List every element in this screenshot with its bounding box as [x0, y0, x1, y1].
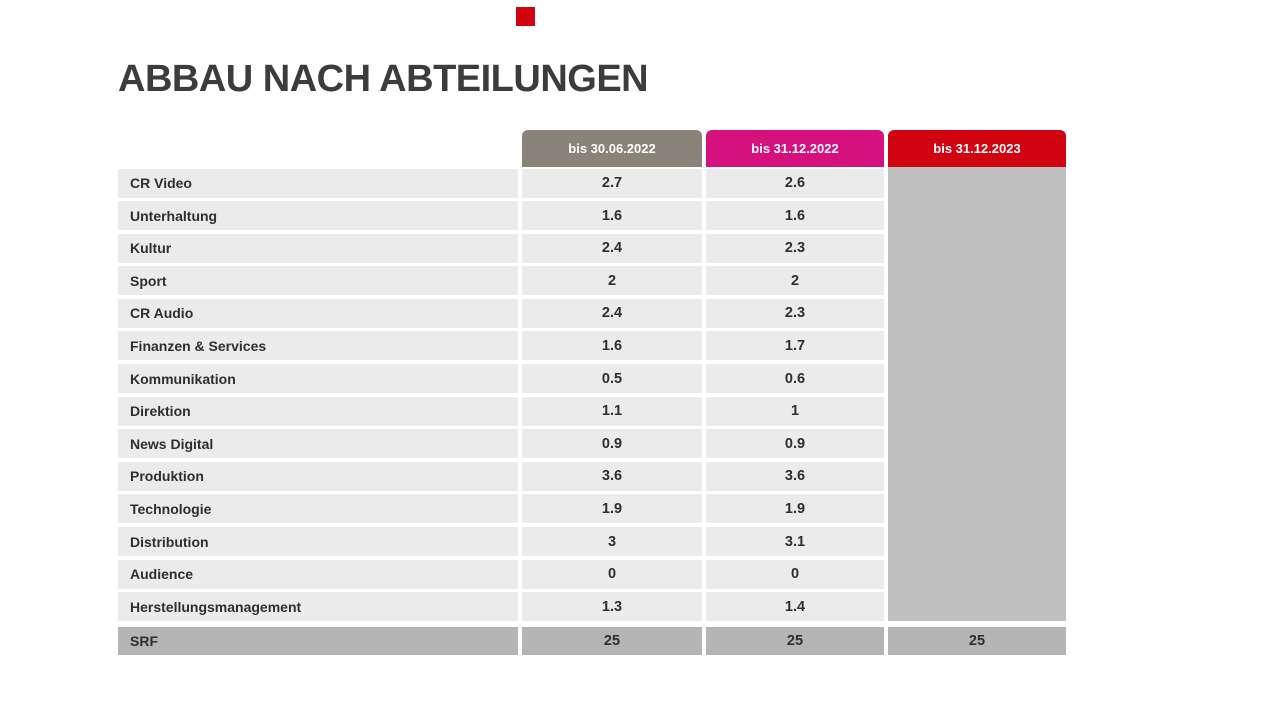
department-row: Produktion 3.6 3.6 — [118, 461, 1066, 491]
department-label: Kommunikation — [118, 364, 518, 394]
department-row: Distribution 3 3.1 — [118, 527, 1066, 557]
total-row-label: SRF — [118, 626, 518, 655]
value-2022: 1 — [706, 396, 884, 426]
department-row: Finanzen & Services 1.6 1.7 — [118, 331, 1066, 361]
department-rows: CR Video 2.7 2.6 Unterhaltung 1.6 1.6 Kultur 2.… — [118, 168, 1066, 622]
total-value-2022h1: 25 — [522, 626, 702, 655]
department-label: Kultur — [118, 233, 518, 263]
value-2022h1: 2.4 — [522, 298, 702, 328]
value-2022: 1.6 — [706, 201, 884, 231]
department-row: Herstellungsmanagement 1.3 1.4 — [118, 592, 1066, 622]
total-value-2022: 25 — [706, 626, 884, 655]
value-2022: 2.6 — [706, 168, 884, 198]
department-label: News Digital — [118, 429, 518, 459]
brand-red-square — [516, 7, 535, 26]
value-2022: 1.4 — [706, 592, 884, 622]
header-spacer — [118, 130, 518, 167]
value-2022: 0.6 — [706, 364, 884, 394]
department-label: CR Video — [118, 168, 518, 198]
value-2022h1: 1.6 — [522, 201, 702, 231]
department-row: Kommunikation 0.5 0.6 — [118, 364, 1066, 394]
value-2022: 1.9 — [706, 494, 884, 524]
value-2022h1: 2 — [522, 266, 702, 296]
value-2022: 3.6 — [706, 461, 884, 491]
department-label: Sport — [118, 266, 518, 296]
department-row: Audience 0 0 — [118, 559, 1066, 589]
table-header-row: bis 30.06.2022 bis 31.12.2022 bis 31.12.… — [118, 130, 1066, 167]
departments-table: bis 30.06.2022 bis 31.12.2022 bis 31.12.… — [118, 130, 1066, 655]
value-2022h1: 1.1 — [522, 396, 702, 426]
column-header-bis-30-06-2022: bis 30.06.2022 — [522, 130, 702, 167]
column-header-bis-31-12-2022: bis 31.12.2022 — [706, 130, 884, 167]
department-row: Unterhaltung 1.6 1.6 — [118, 201, 1066, 231]
value-2022h1: 0.5 — [522, 364, 702, 394]
value-2022: 2 — [706, 266, 884, 296]
value-2022h1: 2.4 — [522, 233, 702, 263]
department-label: Herstellungsmanagement — [118, 592, 518, 622]
value-2022h1: 0.9 — [522, 429, 702, 459]
column-header-bis-31-12-2023: bis 31.12.2023 — [888, 130, 1066, 167]
value-2022h1: 3 — [522, 527, 702, 557]
value-2022h1: 0 — [522, 559, 702, 589]
value-2022h1: 1.6 — [522, 331, 702, 361]
value-2022: 3.1 — [706, 527, 884, 557]
department-row: News Digital 0.9 0.9 — [118, 429, 1066, 459]
empty-2023-column-block — [888, 167, 1066, 621]
value-2022: 1.7 — [706, 331, 884, 361]
page-title: ABBAU NACH ABTEILUNGEN — [118, 58, 649, 100]
value-2022: 0 — [706, 559, 884, 589]
department-label: Distribution — [118, 527, 518, 557]
total-value-2023: 25 — [888, 626, 1066, 655]
department-row: Direktion 1.1 1 — [118, 396, 1066, 426]
department-label: Technologie — [118, 494, 518, 524]
department-row: Technologie 1.9 1.9 — [118, 494, 1066, 524]
value-2022: 2.3 — [706, 233, 884, 263]
department-row: Sport 2 2 — [118, 266, 1066, 296]
value-2022h1: 2.7 — [522, 168, 702, 198]
department-row: CR Video 2.7 2.6 — [118, 168, 1066, 198]
value-2022h1: 1.3 — [522, 592, 702, 622]
value-2022h1: 1.9 — [522, 494, 702, 524]
table-body: CR Video 2.7 2.6 Unterhaltung 1.6 1.6 Kultur 2.… — [118, 167, 1066, 655]
department-label: CR Audio — [118, 298, 518, 328]
value-2022: 0.9 — [706, 429, 884, 459]
department-label: Direktion — [118, 396, 518, 426]
department-label: Finanzen & Services — [118, 331, 518, 361]
department-label: Audience — [118, 559, 518, 589]
department-label: Unterhaltung — [118, 201, 518, 231]
value-2022h1: 3.6 — [522, 461, 702, 491]
department-row: Kultur 2.4 2.3 — [118, 233, 1066, 263]
department-row: CR Audio 2.4 2.3 — [118, 298, 1066, 328]
total-row-srf: SRF 25 25 25 — [118, 626, 1066, 655]
department-label: Produktion — [118, 461, 518, 491]
value-2022: 2.3 — [706, 298, 884, 328]
